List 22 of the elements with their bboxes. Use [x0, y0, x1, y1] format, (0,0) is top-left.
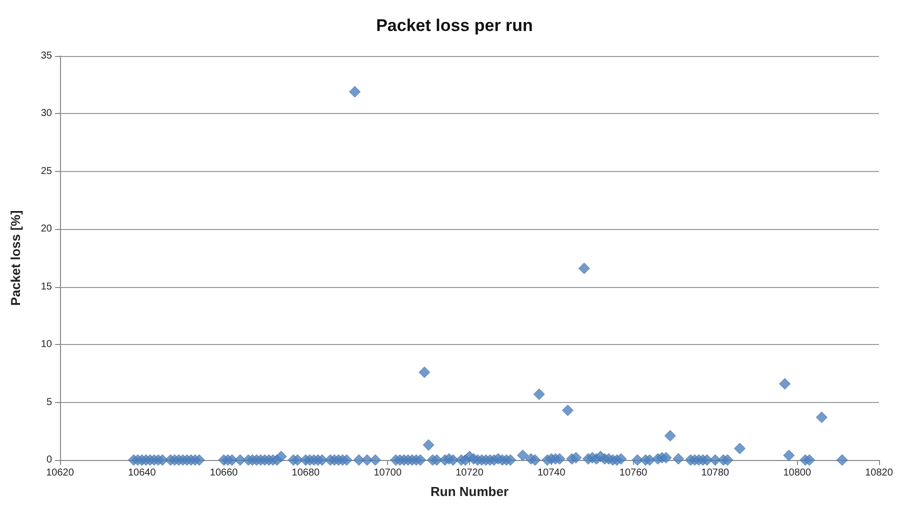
y-tick-label: 10 [40, 339, 52, 350]
y-tick-label: 5 [46, 396, 52, 408]
x-tick-label: 10760 [619, 468, 648, 478]
y-axis-title: Packet loss [%] [8, 210, 23, 306]
x-tick-label: 10720 [456, 468, 484, 478]
y-tick-label: 35 [40, 50, 52, 62]
y-tick-label: 0 [46, 454, 52, 466]
x-tick-label: 10640 [128, 468, 156, 478]
x-tick-label: 10780 [701, 468, 730, 478]
y-tick-label: 30 [40, 108, 52, 120]
y-tick-label: 25 [40, 166, 52, 177]
x-tick-label: 10740 [537, 468, 566, 478]
x-tick-label: 10620 [46, 468, 74, 478]
y-tick-label: 20 [40, 224, 52, 235]
x-tick-label: 10700 [374, 468, 402, 478]
chart-title: Packet loss per run [376, 16, 533, 35]
x-tick-label: 10800 [783, 468, 812, 478]
x-tick-label: 10660 [210, 468, 238, 478]
x-tick-label: 10680 [292, 468, 320, 478]
y-tick-label: 15 [40, 281, 52, 292]
x-tick-label: 10820 [865, 468, 894, 478]
x-axis-title: Run Number [430, 484, 508, 499]
